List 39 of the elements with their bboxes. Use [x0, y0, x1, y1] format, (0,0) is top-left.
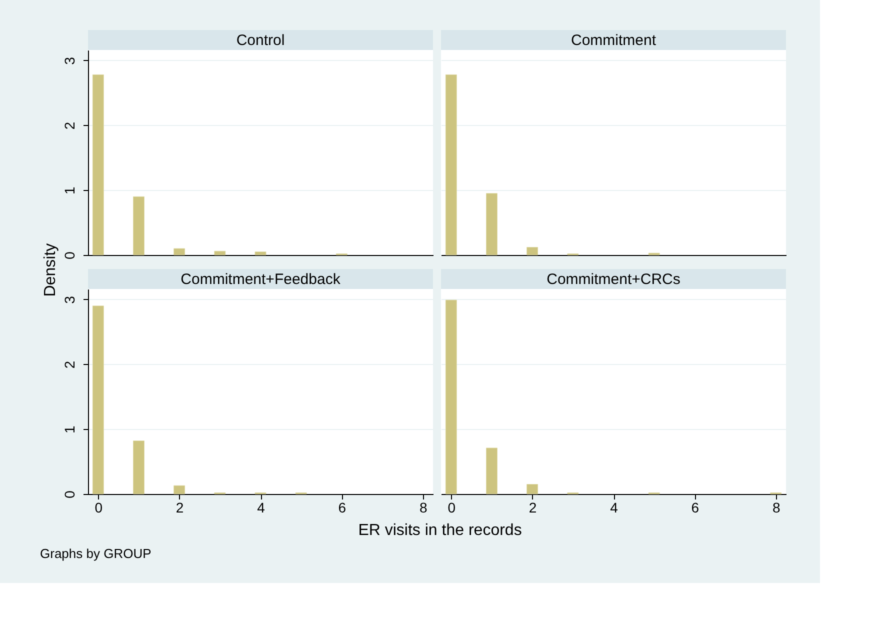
- bar: [486, 193, 498, 256]
- text: Graphs by GROUP: [40, 546, 152, 561]
- bar: [92, 306, 104, 494]
- x-tick-label: 0: [94, 500, 103, 516]
- x-tick-label: 2: [176, 500, 184, 516]
- chart-title: Commitment: [570, 32, 657, 49]
- chart-title: Commitment+Feedback: [180, 271, 341, 288]
- bar: [92, 74, 104, 256]
- x-tick-label: 8: [772, 500, 780, 516]
- bar: [132, 196, 144, 256]
- x-tick-label: 8: [419, 500, 428, 516]
- bar: [214, 250, 226, 256]
- x-tick-label: 4: [610, 500, 618, 516]
- y-tick-label: 1: [62, 186, 78, 195]
- y-tick-label: 1: [62, 426, 78, 434]
- bar: [254, 252, 266, 256]
- bar: [174, 248, 186, 256]
- bar: [132, 440, 144, 494]
- y-tick-label: 3: [62, 296, 78, 304]
- bar: [526, 484, 538, 494]
- x-tick-label: 2: [528, 500, 537, 516]
- x-tick-label: 6: [338, 500, 346, 516]
- x-tick-label: 0: [448, 500, 456, 516]
- y-axis-title: Density: [42, 243, 59, 297]
- bar: [526, 246, 538, 256]
- y-tick-label: 2: [62, 360, 78, 369]
- x-axis-title: ER visits in the records: [358, 522, 522, 539]
- x-tick-label: 6: [691, 500, 700, 516]
- bar: [445, 74, 457, 256]
- bar: [174, 485, 186, 494]
- bar: [445, 300, 457, 494]
- bar: [486, 448, 498, 494]
- x-tick-label: 4: [257, 500, 266, 516]
- y-tick-label: 0: [62, 251, 78, 260]
- y-tick-label: 3: [62, 56, 78, 65]
- y-tick-label: 0: [62, 490, 78, 498]
- y-tick-label: 2: [62, 122, 78, 130]
- chart-title: Commitment+CRCs: [546, 271, 680, 288]
- chart-title: Control: [236, 32, 285, 49]
